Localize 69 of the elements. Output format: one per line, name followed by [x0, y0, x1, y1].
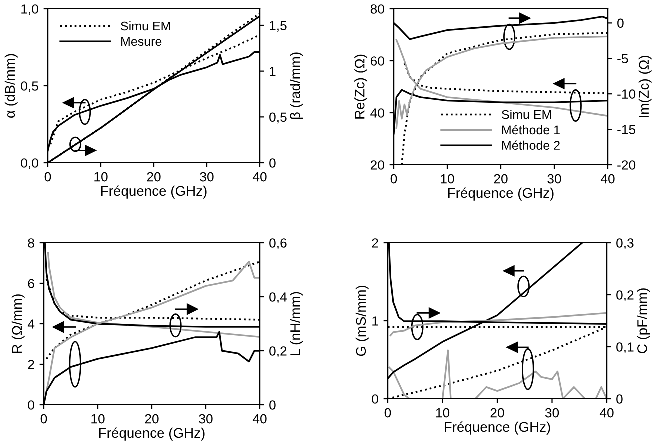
y-axis-title: α (dB/mm) [4, 54, 18, 118]
y-axis-title: Re(Zc) (Ω) [354, 54, 368, 119]
x-tick-label: 30 [545, 408, 560, 418]
y2-tick-label: -10 [618, 90, 636, 99]
y2-axis-title: C (pF/mm) [637, 288, 650, 354]
y-tick-label: 2 [28, 360, 34, 370]
y2-axis-title: Im(Zc) (Ω) [638, 56, 652, 118]
y2-tick-label: 0,1 [616, 342, 634, 354]
y2-tick-label: 0 [270, 158, 276, 168]
legend-label: Simu EM [121, 22, 170, 31]
y-tick-label: 0,0 [21, 158, 38, 170]
y-tick-label: 8 [28, 238, 34, 248]
x-axis-title: Fréquence (GHz) [445, 422, 550, 435]
y2-tick-label: 0,3 [616, 238, 634, 250]
y2-tick-label: 0 [270, 400, 276, 410]
x-axis-title: Fréquence (GHz) [100, 428, 205, 441]
y2-tick-label: 1,5 [270, 21, 287, 32]
y2-tick-label: -20 [618, 160, 636, 170]
y2-tick-label: 0,2 [616, 290, 634, 302]
legend-label: Méthode 1 [502, 125, 560, 135]
y-tick-label: 40 [370, 108, 384, 118]
x-tick-label: 0 [384, 408, 392, 418]
y-tick-label: 4 [28, 320, 35, 329]
x-tick-label: 20 [145, 414, 159, 424]
legend-label: Mesure [122, 37, 162, 46]
y2-tick-label: 0,5 [270, 112, 287, 124]
y-tick-label: 0 [28, 400, 34, 410]
legend-label: Méthode 2 [502, 140, 560, 150]
x-tick-label: 0 [44, 172, 52, 182]
y2-tick-label: 0,4 [270, 292, 287, 304]
x-tick-label: 0 [390, 174, 398, 184]
y-tick-label: 1,0 [22, 4, 38, 16]
x-tick-label: 40 [252, 172, 267, 182]
y2-tick-label: 0,2 [270, 346, 287, 358]
y2-tick-label: 0 [616, 394, 623, 404]
x-tick-label: 10 [436, 408, 450, 418]
x-tick-label: 20 [147, 172, 161, 182]
y-axis-title: G (mS/mm) [356, 286, 369, 356]
y2-tick-label: 0,6 [270, 238, 287, 250]
x-tick-label: 20 [490, 408, 504, 418]
y-tick-label: 20 [370, 160, 384, 170]
x-tick-label: 20 [494, 174, 508, 184]
x-axis-title: Fréquence (GHz) [448, 188, 554, 201]
x-tick-label: 30 [199, 414, 213, 424]
y-tick-label: 0,5 [21, 82, 38, 92]
x-tick-label: 10 [441, 174, 454, 184]
y2-tick-label: 0 [618, 18, 624, 28]
x-tick-label: 40 [600, 408, 614, 418]
x-tick-label: 10 [92, 414, 105, 424]
legend-label: Simu EM [502, 110, 552, 120]
x-tick-label: 30 [548, 174, 562, 184]
y2-tick-label: 1 [270, 67, 276, 76]
y-axis-title: R (Ω/mm) [12, 294, 25, 354]
x-tick-label: 40 [600, 174, 615, 184]
y-tick-label: 80 [370, 4, 384, 14]
y-tick-label: 0 [372, 394, 378, 404]
y-tick-label: 2 [372, 238, 378, 248]
x-tick-label: 10 [94, 172, 108, 182]
y-tick-label: 1 [372, 316, 378, 326]
x-axis-title: Fréquence (GHz) [102, 186, 207, 199]
y2-tick-label: -5 [618, 54, 628, 64]
x-tick-label: 0 [40, 414, 48, 424]
y2-tick-label: -15 [618, 125, 636, 134]
y-tick-label: 60 [370, 56, 384, 66]
y2-axis-title: L (nH/mm) [290, 292, 304, 356]
x-tick-label: 30 [200, 172, 214, 182]
y-tick-label: 6 [28, 279, 34, 288]
x-tick-label: 40 [252, 414, 267, 424]
y2-axis-title: β (rad/mm) [290, 52, 304, 120]
